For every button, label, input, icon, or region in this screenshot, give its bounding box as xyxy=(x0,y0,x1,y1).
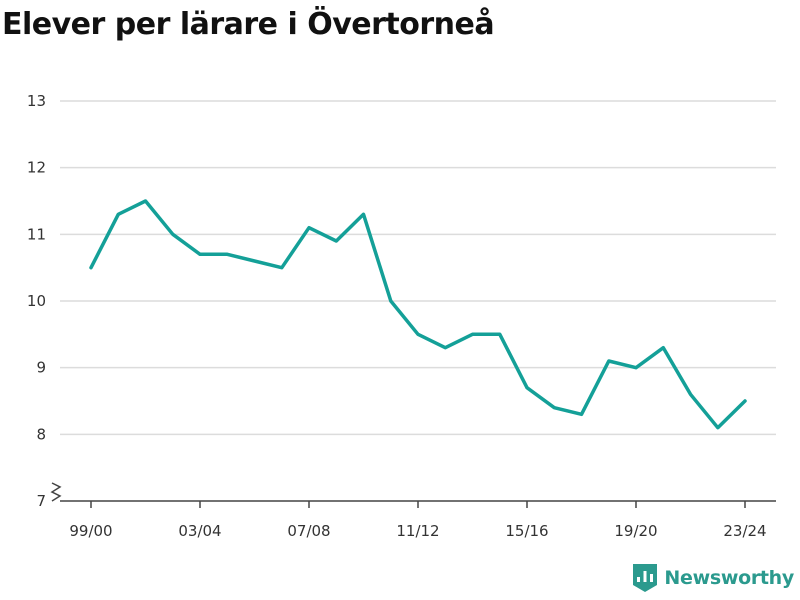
line-chart: 99/00 03/04 07/08 11/12 15/16 19/20 23/24 7 8 9 1… xyxy=(27,92,776,540)
axis-break-mark xyxy=(50,482,62,502)
y-tick-label: 8 xyxy=(36,425,46,443)
y-tick-label: 7 xyxy=(36,492,46,510)
newsworthy-brand-name: Newsworthy xyxy=(664,567,794,589)
gridlines xyxy=(60,100,776,436)
logo-bar xyxy=(637,577,641,582)
x-tick-label: 19/20 xyxy=(614,522,657,540)
newsworthy-brand: Newsworthy xyxy=(633,564,794,592)
x-tick-label: 15/16 xyxy=(505,522,548,540)
x-tick-label: 11/12 xyxy=(396,522,439,540)
x-tick-label: 99/00 xyxy=(69,522,112,540)
logo-bar xyxy=(650,574,654,582)
y-axis-labels: 7 8 9 10 11 12 13 xyxy=(27,92,46,510)
x-tick-label: 03/04 xyxy=(178,522,221,540)
y-tick-label: 10 xyxy=(27,292,46,310)
y-tick-label: 11 xyxy=(27,225,46,243)
logo-bar xyxy=(643,571,647,582)
x-tick-label: 23/24 xyxy=(723,522,766,540)
y-tick-label: 9 xyxy=(36,359,46,377)
x-axis: 99/00 03/04 07/08 11/12 15/16 19/20 23/24 xyxy=(50,482,776,540)
x-tick-label: 07/08 xyxy=(287,522,330,540)
chart-title: Elever per lärare i Övertorneå xyxy=(2,7,495,42)
newsworthy-logo-icon xyxy=(633,564,658,592)
series-line xyxy=(89,199,747,430)
series-layer xyxy=(89,199,747,430)
y-tick-label: 13 xyxy=(27,92,46,110)
y-tick-label: 12 xyxy=(27,159,46,177)
